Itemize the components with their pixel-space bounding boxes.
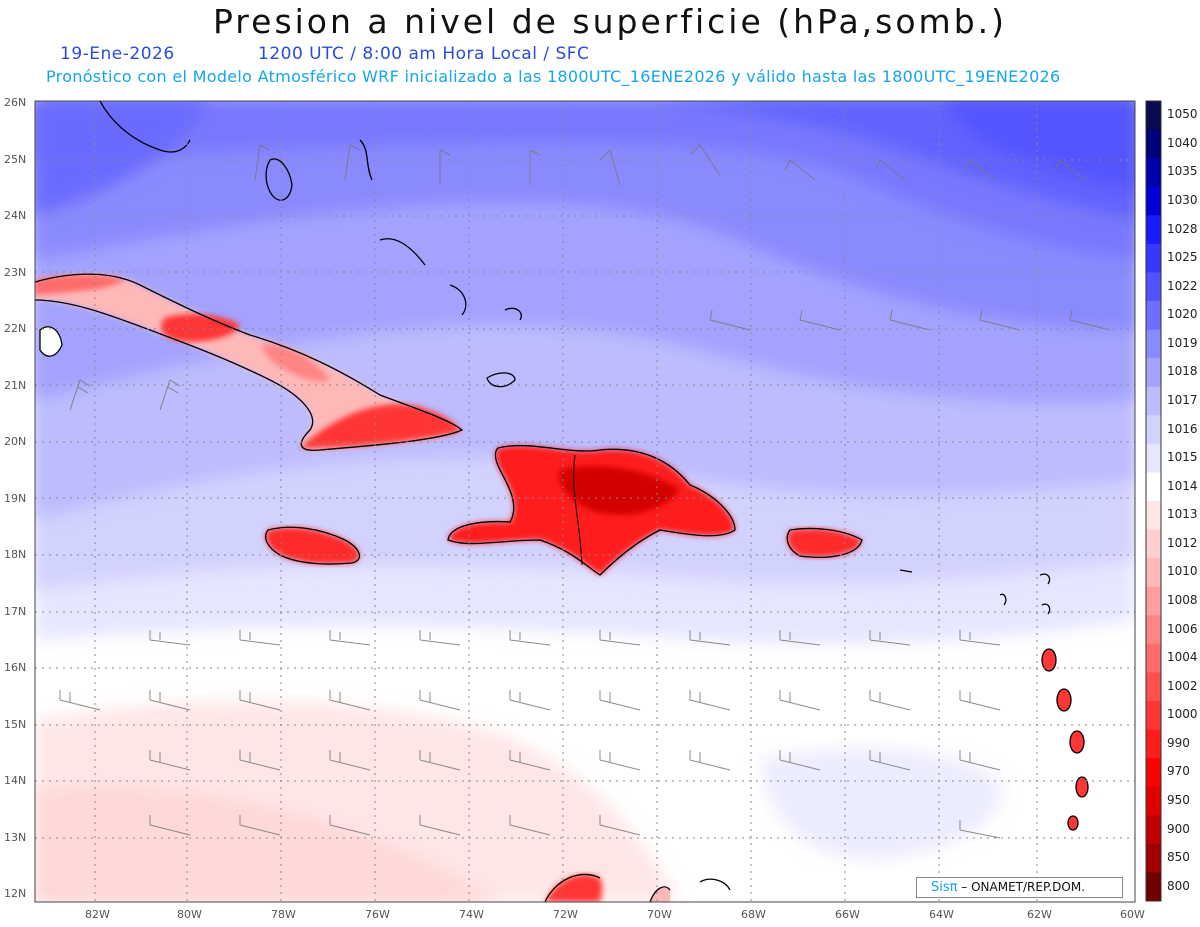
lon-tick: 80W (177, 908, 202, 921)
colorbar-label: 990 (1167, 735, 1190, 750)
credit-box: Sisπ – ONAMET/REP.DOM. (916, 877, 1123, 898)
colorbar-label: 1020 (1167, 307, 1198, 322)
lon-tick: 72W (553, 908, 578, 921)
lon-tick: 76W (365, 908, 390, 921)
lat-tick: 25N (4, 153, 27, 166)
colorbar-label: 1015 (1167, 450, 1198, 465)
colorbar-swatch (1146, 729, 1161, 759)
colorbar-label: 1035 (1167, 164, 1198, 179)
lat-tick: 16N (4, 661, 27, 674)
map-title: Presion a nivel de superficie (hPa,somb.… (212, 2, 1008, 41)
colorbar-swatch (1146, 386, 1161, 416)
lon-tick: 64W (929, 908, 954, 921)
colorbar-swatch (1146, 643, 1161, 673)
lat-tick: 20N (4, 435, 27, 448)
colorbar-swatch (1146, 101, 1161, 131)
date-label: 19-Ene-2026 (60, 44, 175, 64)
colorbar-label: 1006 (1167, 621, 1198, 636)
lon-tick: 70W (647, 908, 672, 921)
lat-tick: 13N (4, 831, 27, 844)
lat-tick: 24N (4, 209, 27, 222)
lon-tick: 60W (1120, 908, 1145, 921)
map-frame (34, 100, 1136, 903)
land-low-pressure (35, 159, 1088, 902)
colorbar-swatch (1146, 186, 1161, 216)
gridlines (35, 101, 1135, 902)
colorbar-label: 1012 (1167, 535, 1198, 550)
lon-tick: 78W (271, 908, 296, 921)
colorbar-swatch (1146, 615, 1161, 645)
lon-tick: 82W (85, 908, 110, 921)
colorbar-label: 800 (1167, 878, 1190, 893)
credit-brand: Sisπ (931, 880, 958, 895)
colorbar-swatch (1146, 529, 1161, 559)
colorbar-swatch (1146, 815, 1161, 845)
colorbar-label: 1010 (1167, 564, 1198, 579)
lat-tick: 26N (4, 96, 27, 109)
lat-tick: 22N (4, 322, 27, 335)
lat-tick: 19N (4, 492, 27, 505)
colorbar-label: 1014 (1167, 478, 1198, 493)
colorbar-swatch (1146, 215, 1161, 245)
colorbar-frame (1145, 100, 1162, 902)
coastlines (35, 101, 1089, 902)
lat-tick: 14N (4, 774, 27, 787)
colorbar-label: 1016 (1167, 421, 1198, 436)
colorbar-swatch (1146, 243, 1161, 273)
colorbar-label: 970 (1167, 764, 1190, 779)
lon-tick: 62W (1027, 908, 1052, 921)
colorbar-label: 950 (1167, 793, 1190, 807)
colorbar-swatch (1146, 501, 1161, 531)
colorbar-label: 1030 (1167, 193, 1198, 207)
colorbar-label: 1017 (1167, 393, 1198, 407)
colorbar (1145, 100, 1162, 902)
colorbar-swatch (1146, 358, 1161, 388)
colorbar-label: 1040 (1167, 135, 1198, 150)
lon-tick: 74W (459, 908, 484, 921)
colorbar-swatch (1146, 758, 1161, 788)
forecast-label: Pronóstico con el Modelo Atmosférico WRF… (46, 67, 1061, 86)
lat-tick: 12N (4, 887, 27, 900)
colorbar-swatch (1146, 415, 1161, 445)
colorbar-swatch (1146, 786, 1161, 816)
colorbar-label: 1028 (1167, 221, 1198, 236)
wind-barbs (59, 144, 1111, 839)
colorbar-label: 850 (1167, 850, 1190, 865)
colorbar-swatch (1146, 272, 1161, 302)
colorbar-swatch (1146, 843, 1161, 873)
colorbar-label: 1002 (1167, 678, 1198, 693)
colorbar-label: 1004 (1167, 650, 1198, 665)
colorbar-swatch (1146, 129, 1161, 159)
lon-tick: 68W (741, 908, 766, 921)
lat-tick: 21N (4, 379, 27, 392)
lat-tick: 18N (4, 548, 27, 561)
colorbar-label: 1013 (1167, 507, 1198, 522)
colorbar-label: 1025 (1167, 250, 1198, 265)
colorbar-swatch (1146, 472, 1161, 502)
lat-tick: 17N (4, 605, 27, 618)
time-label: 1200 UTC / 8:00 am Hora Local / SFC (258, 44, 590, 64)
colorbar-label: 1018 (1167, 364, 1198, 379)
lat-tick: 23N (4, 266, 27, 279)
colorbar-swatch (1146, 558, 1161, 588)
colorbar-swatch (1146, 329, 1161, 359)
colorbar-swatch (1146, 443, 1161, 473)
colorbar-swatch (1146, 872, 1161, 902)
pressure-field (35, 101, 1135, 902)
colorbar-swatch (1146, 701, 1161, 731)
colorbar-label: 1019 (1167, 335, 1198, 350)
colorbar-label: 1050 (1167, 107, 1198, 122)
credit-text: – ONAMET/REP.DOM. (961, 880, 1086, 894)
lon-tick: 66W (835, 908, 860, 921)
colorbar-label: 900 (1167, 821, 1190, 836)
colorbar-label: 1022 (1167, 278, 1198, 293)
colorbar-swatch (1146, 586, 1161, 616)
lat-tick: 15N (4, 718, 27, 731)
colorbar-swatch (1146, 672, 1161, 702)
colorbar-label: 1008 (1167, 593, 1198, 607)
colorbar-swatch (1146, 158, 1161, 188)
colorbar-label: 1000 (1167, 707, 1198, 722)
colorbar-swatch (1146, 301, 1161, 331)
